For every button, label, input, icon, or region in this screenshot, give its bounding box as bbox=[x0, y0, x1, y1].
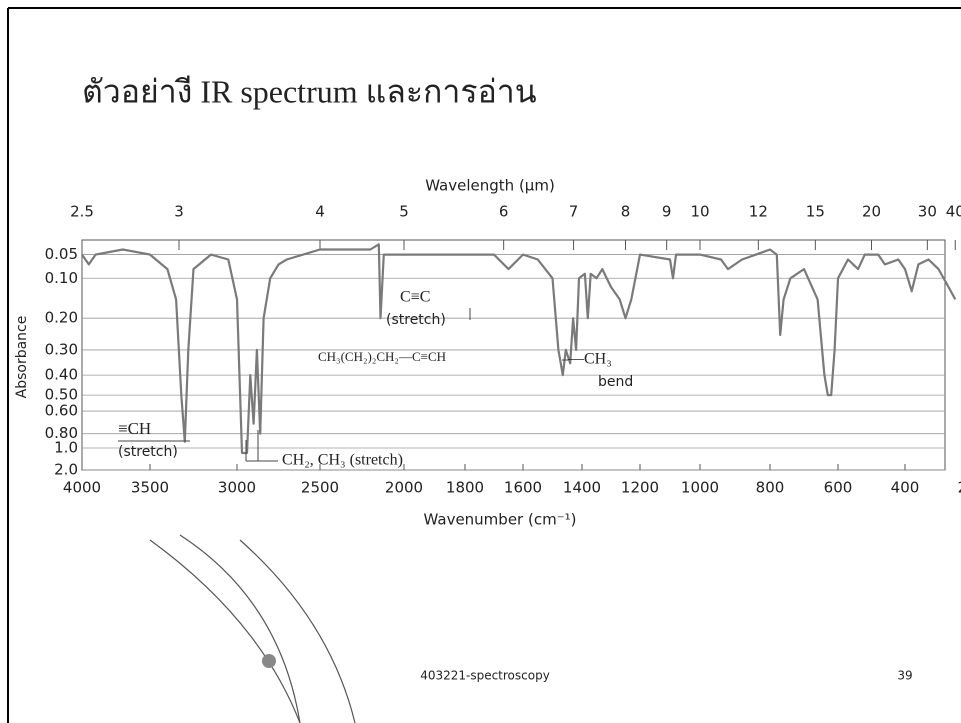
y-tick-label: 0.30 bbox=[45, 340, 78, 358]
annotation: C≡C bbox=[400, 289, 430, 306]
decor-arc bbox=[239, 539, 356, 723]
x-title: Wavenumber (cm⁻¹) bbox=[424, 511, 577, 529]
x-tick-label: 1200 bbox=[621, 479, 659, 497]
slide-title: ตัวอย่างี IR spectrum และการอ่าน bbox=[82, 73, 537, 109]
x-tick-label: 3000 bbox=[218, 479, 256, 497]
annotation: CH₂, CH₃ (stretch) bbox=[282, 452, 403, 469]
y-title: Absorbance bbox=[14, 316, 30, 399]
annotation: —CH₃ bbox=[567, 351, 612, 368]
x2-tick-label: 2.5 bbox=[70, 203, 94, 221]
x2-tick-label: 3 bbox=[174, 203, 184, 221]
x2-tick-label: 7 bbox=[569, 203, 579, 221]
annotation: (stretch) bbox=[118, 444, 178, 460]
spectrum-line bbox=[81, 243, 957, 455]
x-tick-label: 600 bbox=[824, 479, 853, 497]
x-tick-label: 1000 bbox=[681, 479, 719, 497]
x-tick-label: 3500 bbox=[131, 479, 169, 497]
x2-title: Wavelength (μm) bbox=[425, 177, 555, 195]
decor-arc bbox=[179, 534, 301, 723]
x-tick-label: 2000 bbox=[385, 479, 423, 497]
x2-tick-label: 20 bbox=[862, 203, 881, 221]
x2-tick-label: 6 bbox=[499, 203, 509, 221]
y-tick-label: 0.05 bbox=[45, 245, 78, 263]
x-tick-label: 400 bbox=[891, 479, 920, 497]
page-number: 39 bbox=[897, 669, 912, 683]
x2-tick-label: 12 bbox=[749, 203, 768, 221]
plot-frame bbox=[81, 239, 946, 471]
decor-dot bbox=[262, 654, 276, 668]
x2-tick-label: 9 bbox=[662, 203, 672, 221]
x2-tick-label: 4 bbox=[315, 203, 325, 221]
y-tick-label: 0.20 bbox=[45, 309, 78, 327]
y-tick-label: 0.40 bbox=[45, 366, 78, 384]
y-tick-label: 0.80 bbox=[45, 424, 78, 442]
x-tick-label: 800 bbox=[756, 479, 785, 497]
decor-arc bbox=[149, 539, 301, 723]
x2-tick-label: 30 bbox=[918, 203, 937, 221]
footer: 403221-spectroscopy bbox=[420, 669, 550, 683]
x-tick-label: 1400 bbox=[563, 479, 601, 497]
annotation: (stretch) bbox=[386, 312, 446, 328]
x-tick-label: 1600 bbox=[504, 479, 542, 497]
x-tick-label: 200 bbox=[958, 479, 961, 497]
x2-tick-label: 10 bbox=[690, 203, 709, 221]
x2-tick-label: 40 bbox=[946, 203, 961, 221]
annotation: bend bbox=[598, 374, 633, 390]
x2-tick-label: 8 bbox=[621, 203, 631, 221]
x-tick-label: 2500 bbox=[301, 479, 339, 497]
x-tick-label: 4000 bbox=[63, 479, 101, 497]
annotation: ≡CH bbox=[118, 419, 151, 438]
x2-tick-label: 15 bbox=[806, 203, 825, 221]
y-tick-label: 1.0 bbox=[54, 439, 78, 457]
y-tick-label: 0.60 bbox=[45, 402, 78, 420]
y-tick-label: 2.0 bbox=[54, 461, 78, 479]
y-tick-label: 0.10 bbox=[45, 269, 78, 287]
y-tick-label: 0.50 bbox=[45, 386, 78, 404]
x-tick-label: 1800 bbox=[446, 479, 484, 497]
x2-tick-label: 5 bbox=[399, 203, 409, 221]
annotation: CH₃(CH₂)₂CH₂—C≡CH bbox=[318, 349, 446, 364]
